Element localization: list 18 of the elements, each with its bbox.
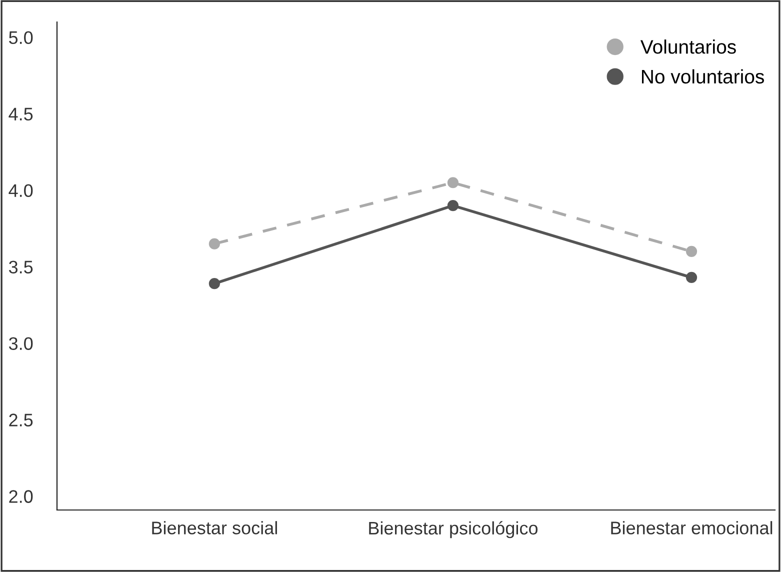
y-tick-label: 3.5 — [8, 260, 33, 274]
y-tick-label: 2.0 — [9, 490, 33, 503]
y-tick-label: 4.5 — [8, 108, 33, 121]
point — [447, 200, 459, 212]
point — [686, 246, 698, 258]
x-tick-label: Bienestar psicológico — [369, 521, 538, 538]
y-tick-label: 5.0 — [9, 31, 33, 44]
y-tick-label: 3.0 — [8, 337, 33, 350]
y-tick-label: 4.0 — [8, 184, 33, 197]
point — [208, 278, 220, 290]
y-tick-label: 2.5 — [9, 414, 33, 426]
point — [208, 238, 220, 250]
x-tick-label: Bienestar social — [152, 521, 277, 534]
point — [686, 272, 698, 284]
legend-label: No voluntarios — [642, 69, 764, 84]
x-tick-label: Bienestar emocional — [611, 521, 772, 534]
point — [447, 177, 459, 188]
legend-label: Voluntarios — [640, 40, 736, 54]
